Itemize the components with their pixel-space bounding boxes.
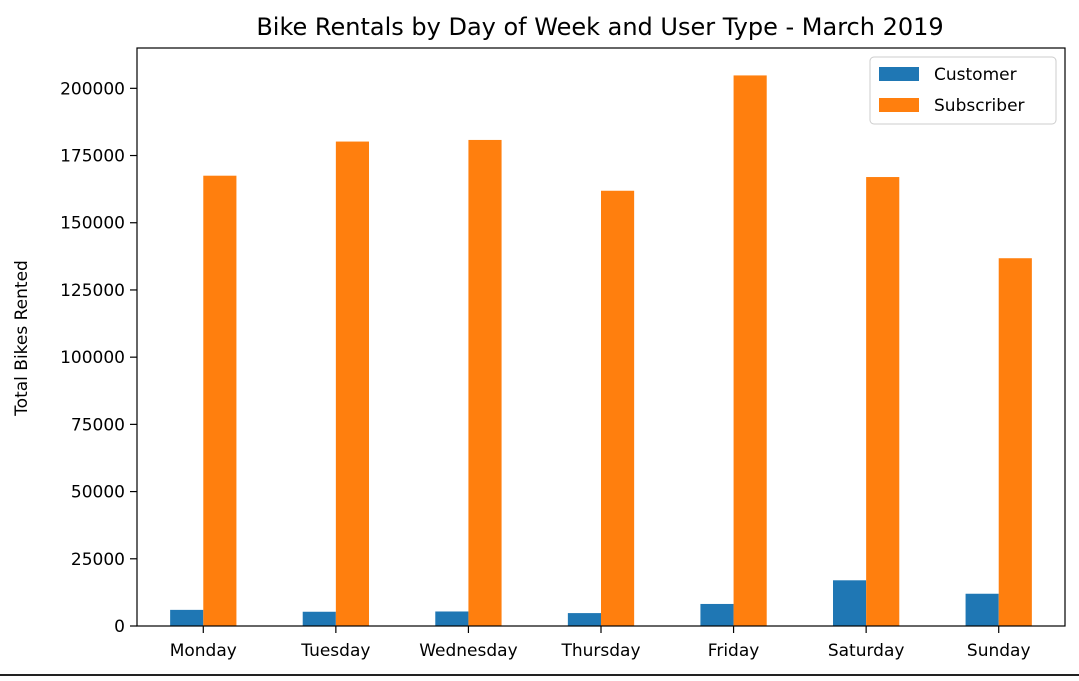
legend-swatch-subscriber xyxy=(879,98,919,112)
y-tick-label: 175000 xyxy=(60,147,125,167)
legend-label-subscriber: Subscriber xyxy=(934,96,1025,116)
y-tick-label: 200000 xyxy=(60,79,125,99)
x-tick-label-wednesday: Wednesday xyxy=(419,641,517,661)
y-tick-label: 50000 xyxy=(71,483,125,503)
bottom-border xyxy=(0,674,1079,676)
bar-subscriber-wednesday xyxy=(468,139,502,626)
x-tick-label-friday: Friday xyxy=(708,641,760,661)
bar-subscriber-tuesday xyxy=(335,141,369,626)
bar-customer-thursday xyxy=(567,613,601,626)
y-tick-label: 125000 xyxy=(60,281,125,301)
bar-subscriber-saturday xyxy=(866,177,900,626)
x-tick-label-sunday: Sunday xyxy=(967,641,1031,661)
bar-subscriber-sunday xyxy=(998,258,1032,626)
bar-subscriber-thursday xyxy=(601,190,635,626)
y-tick-label: 100000 xyxy=(60,348,125,368)
y-tick-label: 150000 xyxy=(60,214,125,234)
x-tick-label-tuesday: Tuesday xyxy=(300,641,370,661)
x-tick-label-thursday: Thursday xyxy=(560,641,640,661)
chart-title: Bike Rentals by Day of Week and User Typ… xyxy=(256,13,943,41)
bar-subscriber-friday xyxy=(733,75,767,627)
y-tick-label: 25000 xyxy=(71,550,125,570)
legend: Customer Subscriber xyxy=(869,56,1057,125)
y-tick-label: 0 xyxy=(114,617,125,637)
legend-label-customer: Customer xyxy=(934,65,1017,85)
bar-customer-monday xyxy=(170,609,204,626)
x-tick-label-monday: Monday xyxy=(170,641,237,661)
bar-customer-saturday xyxy=(833,580,867,626)
x-tick-label-saturday: Saturday xyxy=(828,641,905,661)
y-axis-label: Total Bikes Rented xyxy=(12,260,32,417)
bar-customer-friday xyxy=(700,603,734,626)
bars-layer xyxy=(170,75,1032,627)
bar-customer-sunday xyxy=(965,593,999,626)
axes-layer: 0 25000 50000 75000 100000 125000 150000 175000… xyxy=(60,47,1066,661)
y-tick-label: 75000 xyxy=(71,415,125,435)
bar-customer-tuesday xyxy=(302,611,336,626)
legend-swatch-customer xyxy=(879,67,919,81)
bar-subscriber-monday xyxy=(203,175,237,626)
bar-customer-wednesday xyxy=(435,611,469,626)
